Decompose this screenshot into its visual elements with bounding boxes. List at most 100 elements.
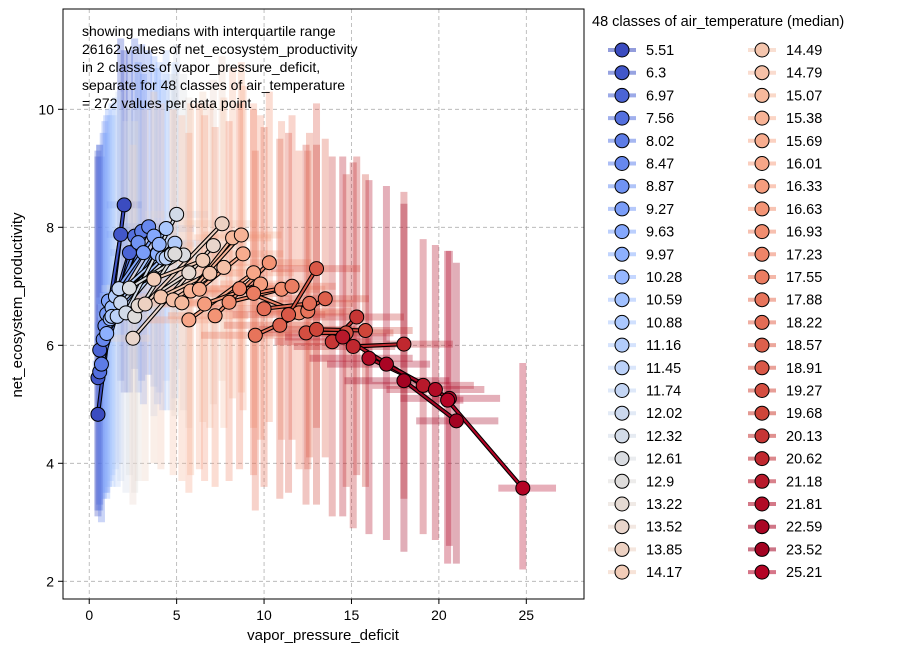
data-point (261, 255, 277, 271)
legend-swatch-marker (754, 292, 770, 308)
grid (63, 9, 584, 599)
legend-item: 5.51 (608, 42, 674, 59)
data-point (246, 285, 262, 301)
legend-label: 12.61 (646, 452, 682, 468)
series-line (287, 267, 318, 316)
data-point (121, 280, 137, 296)
legend-swatch-marker (614, 405, 630, 421)
data-point (302, 295, 318, 311)
legend-swatch-marker (614, 156, 630, 171)
legend-item: 9.63 (608, 224, 674, 241)
annotation-line-4: separate for 48 classes of air_temperatu… (82, 77, 345, 93)
legend-item: 17.23 (748, 246, 822, 263)
legend-item: 6.3 (608, 65, 666, 82)
legend-swatch-marker (754, 110, 770, 126)
legend-swatch-marker (754, 383, 770, 398)
legend-swatch-marker (754, 87, 770, 103)
legend-item: 21.81 (748, 496, 822, 513)
legend-swatch-marker (754, 496, 770, 512)
legend-swatch-marker (614, 541, 630, 557)
data-point (349, 309, 365, 325)
data-point (309, 321, 325, 337)
legend-label: 18.22 (786, 315, 822, 331)
legend-label: 12.9 (646, 474, 674, 490)
data-point (221, 294, 237, 310)
legend-label: 15.38 (786, 111, 822, 127)
legend-item: 22.59 (748, 519, 822, 536)
legend-swatch-marker (614, 314, 630, 330)
legend-label: 23.52 (786, 542, 822, 558)
legend-swatch-marker (754, 224, 770, 240)
legend-swatch-marker (754, 269, 770, 285)
data-point (214, 216, 230, 232)
data-point (116, 197, 132, 213)
legend-label: 20.62 (786, 452, 822, 468)
data-point (378, 356, 394, 372)
legend-swatch-marker (614, 224, 630, 240)
data-point (247, 327, 263, 343)
series-line (402, 379, 458, 422)
data-point (158, 220, 174, 236)
legend-swatch-marker (754, 178, 770, 194)
legend-item: 11.74 (608, 383, 681, 400)
data-point (272, 317, 288, 333)
legend-label: 11.74 (646, 384, 681, 400)
legend-item: 25.21 (748, 564, 822, 581)
legend-swatch-marker (614, 564, 630, 580)
y-axis-label: net_ecosystem_productivity (9, 212, 26, 398)
legend-item: 12.61 (608, 451, 682, 468)
legend-item: 16.63 (748, 201, 822, 218)
legend-label: 14.79 (786, 66, 822, 82)
legend-swatch-marker (754, 451, 770, 467)
legend-swatch-marker (754, 246, 770, 262)
data-point (169, 206, 185, 222)
data-point (281, 307, 297, 323)
y-tick-label: 8 (46, 219, 54, 235)
data-point (202, 265, 218, 281)
legend-swatch-marker (614, 292, 630, 308)
legend-item: 10.88 (608, 314, 682, 331)
legend-label: 16.63 (786, 202, 822, 218)
data-point (515, 480, 531, 496)
data-point (125, 330, 141, 346)
data-point (195, 252, 211, 268)
x-tick-label: 0 (85, 607, 93, 623)
legend-swatch-marker (614, 360, 630, 376)
legend-label: 10.28 (646, 270, 682, 286)
legend-label: 8.47 (646, 157, 674, 173)
legend-item: 18.91 (748, 360, 822, 377)
legend-swatch-marker (614, 110, 630, 126)
legend-item: 10.59 (608, 292, 682, 309)
legend-swatch-marker (614, 133, 630, 149)
legend-swatch-marker (614, 87, 630, 103)
legend-swatch-marker (754, 201, 770, 217)
data-point (284, 278, 300, 294)
legend-label: 21.81 (786, 497, 822, 513)
data-point (181, 265, 197, 281)
legend-swatch-marker (614, 496, 630, 512)
legend-item: 17.88 (748, 292, 822, 309)
legend-item: 20.13 (748, 428, 822, 445)
legend-swatch-marker (754, 65, 770, 81)
data-point (361, 350, 377, 366)
data-point (317, 291, 333, 307)
legend-label: 14.17 (646, 565, 682, 581)
legend-swatch-marker (754, 428, 770, 444)
legend-swatch-marker (614, 428, 630, 444)
legend-label: 5.51 (646, 43, 674, 59)
data-point (137, 296, 153, 312)
legend-item: 7.56 (608, 110, 674, 127)
legend-title: 48 classes of air_temperature (median) (592, 14, 844, 30)
annotation-box: showing medians with interquartile range… (82, 23, 358, 111)
legend-item: 15.38 (748, 110, 822, 127)
legend-swatch-marker (614, 473, 630, 489)
legend-label: 19.27 (786, 384, 822, 400)
legend-label: 12.32 (646, 429, 682, 445)
x-tick-label: 5 (173, 607, 181, 623)
legend-label: 9.97 (646, 247, 674, 263)
legend-swatch-marker (614, 246, 630, 262)
data-point (146, 271, 162, 287)
legend-item: 11.16 (608, 337, 681, 354)
legend-label: 15.69 (786, 134, 822, 150)
legend-label: 17.55 (786, 270, 822, 286)
